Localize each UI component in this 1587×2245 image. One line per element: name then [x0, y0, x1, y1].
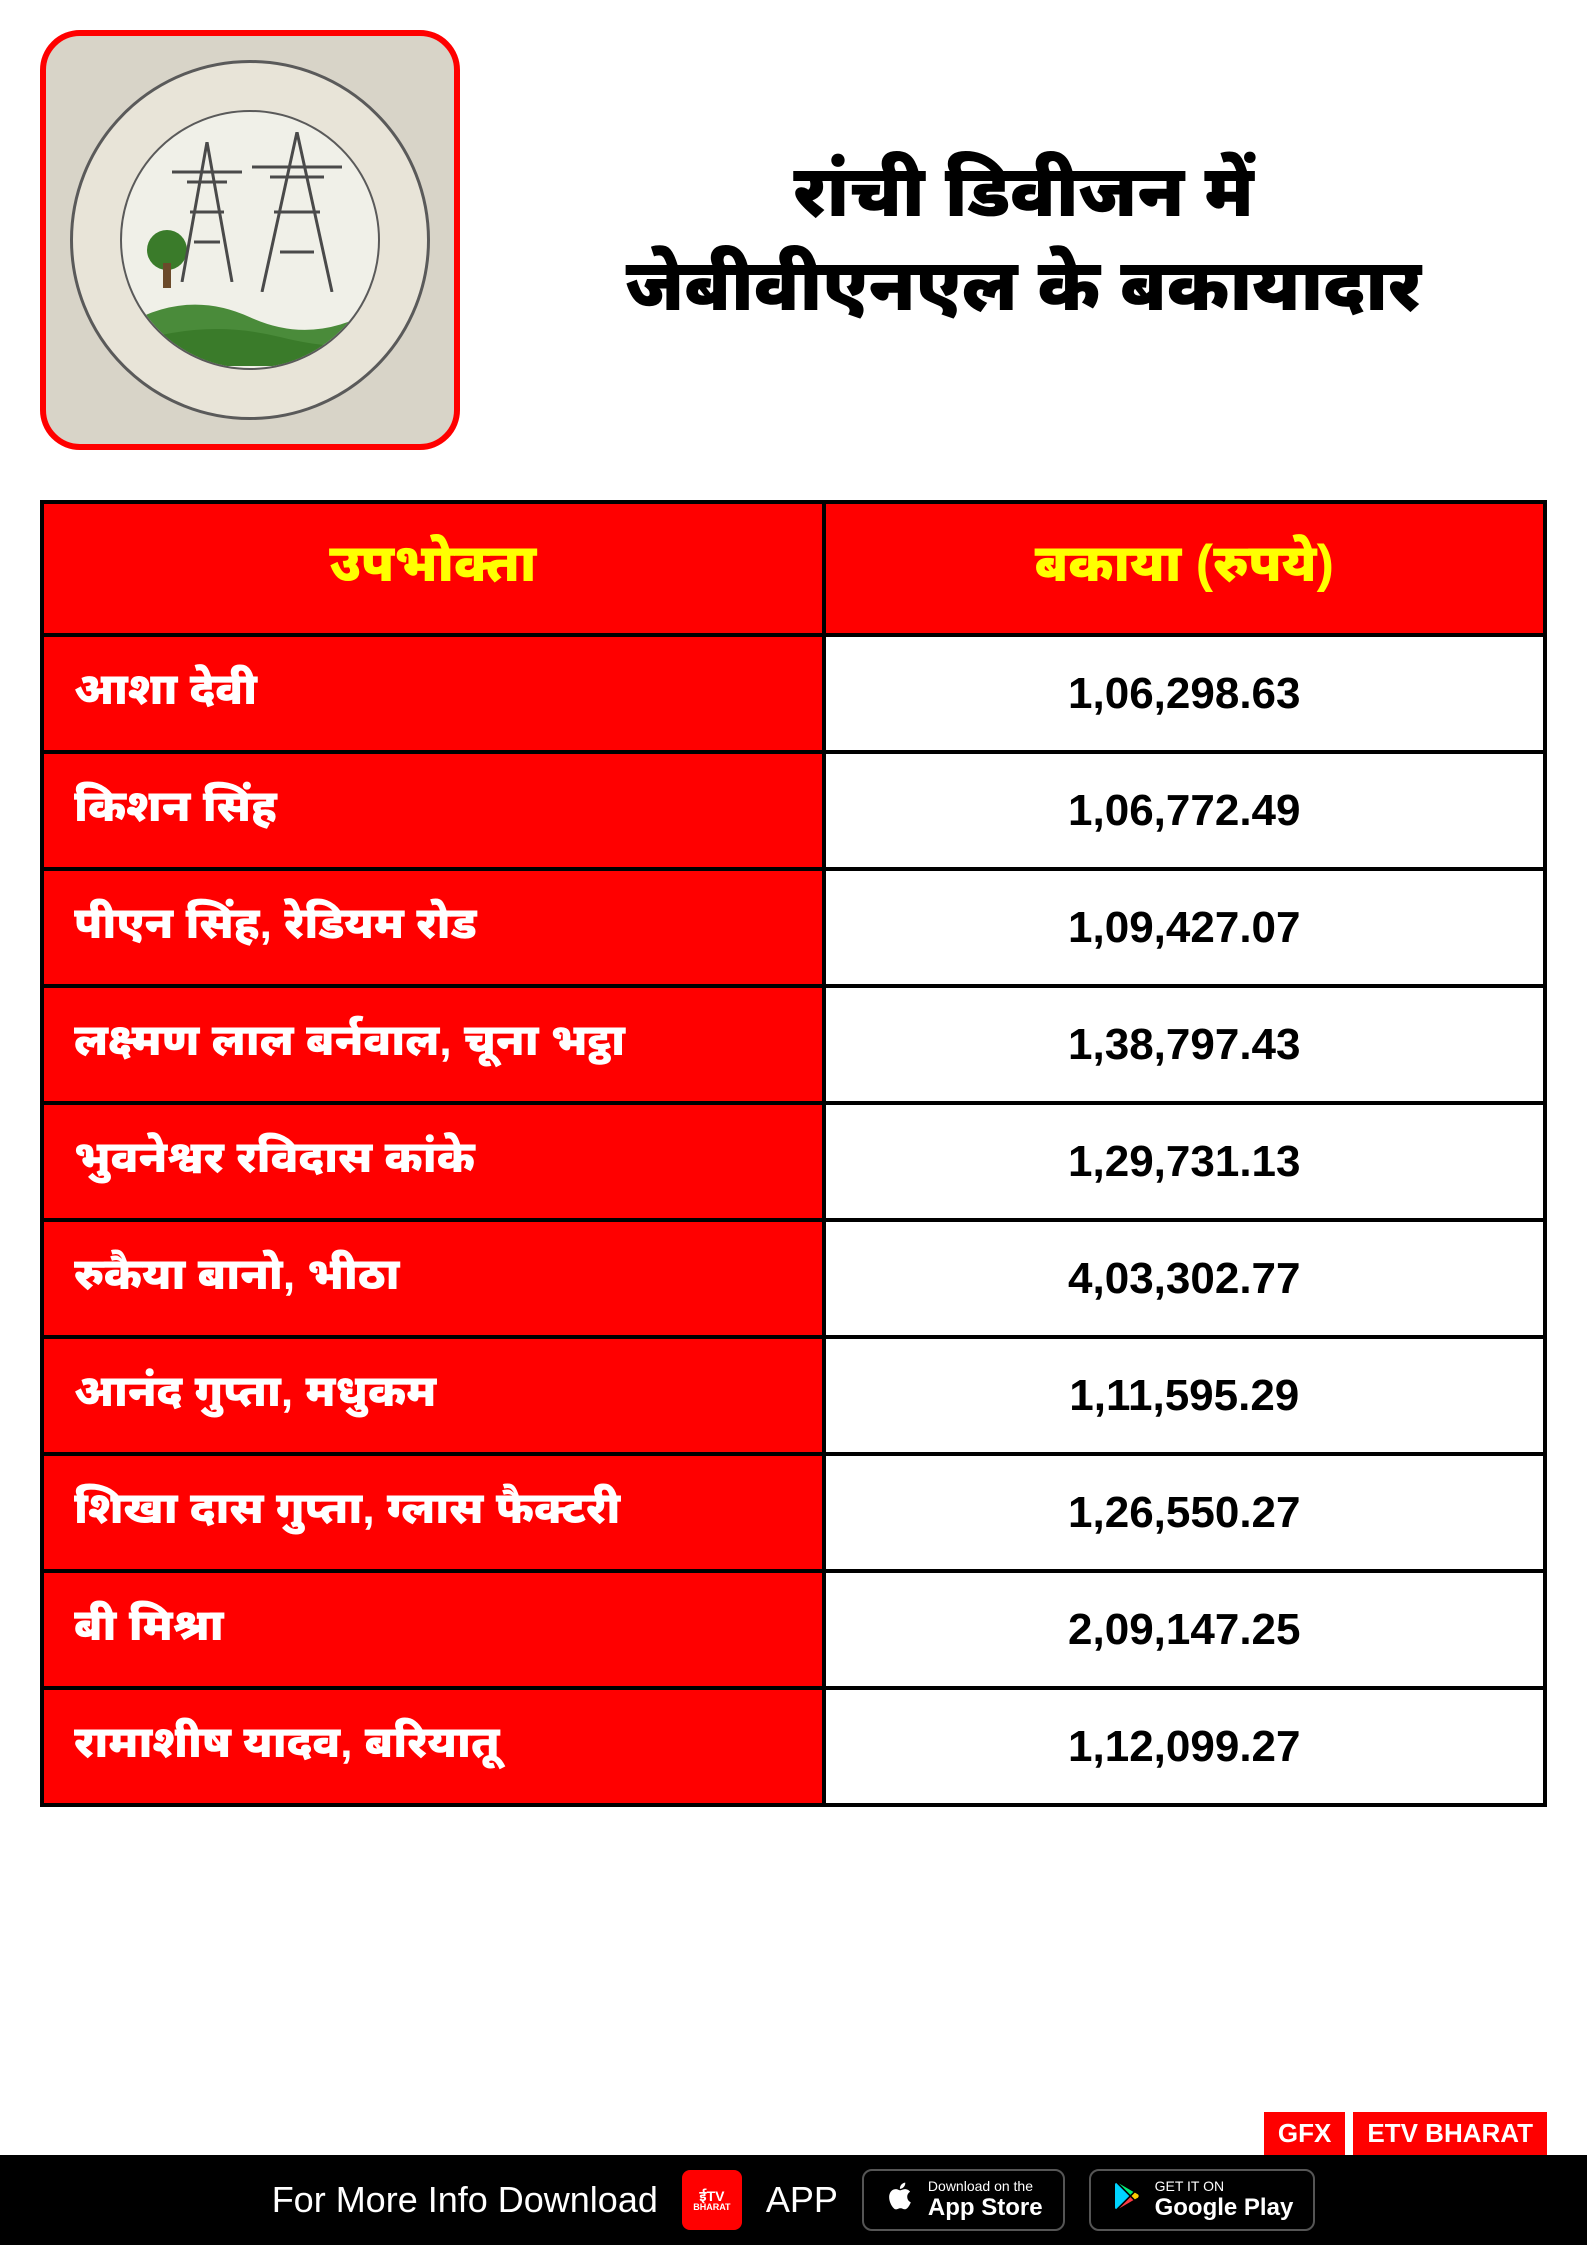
- googleplay-text: GET IT ON Google Play: [1155, 2179, 1294, 2221]
- table-row: शिखा दास गुप्ता, ग्लास फैक्टरी1,26,550.2…: [42, 1454, 1545, 1571]
- googleplay-large-text: Google Play: [1155, 2195, 1294, 2221]
- appstore-text: Download on the App Store: [928, 2179, 1043, 2221]
- consumer-name-cell: लक्ष्मण लाल बर्नवाल, चूना भट्ठा: [42, 986, 824, 1103]
- consumer-name-cell: आनंद गुप्ता, मधुकम: [42, 1337, 824, 1454]
- channel-label: ETV BHARAT: [1353, 2112, 1547, 2155]
- title-line-2: जेबीवीएनएल के बकायादार: [520, 240, 1527, 334]
- consumer-name-cell: बी मिश्रा: [42, 1571, 824, 1688]
- transmission-tower-icon: [252, 132, 342, 292]
- table-header-row: उपभोक्ता बकाया (रुपये): [42, 502, 1545, 635]
- header: रांची डिवीजन में जेबीवीएनएल के बकायादार: [0, 0, 1587, 480]
- footer-bar: For More Info Download ईTV BHARAT APP Do…: [0, 2155, 1587, 2245]
- logo-ring: [70, 60, 430, 420]
- column-header-consumer: उपभोक्ता: [42, 502, 824, 635]
- consumer-name-cell: पीएन सिंह, रेडियम रोड: [42, 869, 824, 986]
- amount-cell: 1,06,772.49: [824, 752, 1545, 869]
- consumer-name-cell: भुवनेश्वर रविदास कांके: [42, 1103, 824, 1220]
- gfx-credit: GFX ETV BHARAT: [1264, 2112, 1547, 2155]
- table-row: लक्ष्मण लाल बर्नवाल, चूना भट्ठा1,38,797.…: [42, 986, 1545, 1103]
- transmission-tower-icon: [172, 142, 242, 282]
- amount-cell: 1,06,298.63: [824, 635, 1545, 752]
- table-row: आनंद गुप्ता, मधुकम1,11,595.29: [42, 1337, 1545, 1454]
- appstore-large-text: App Store: [928, 2195, 1043, 2221]
- amount-cell: 4,03,302.77: [824, 1220, 1545, 1337]
- title-line-1: रांची डिवीजन में: [520, 146, 1527, 240]
- consumer-name-cell: किशन सिंह: [42, 752, 824, 869]
- appstore-small-text: Download on the: [928, 2179, 1043, 2194]
- table-row: बी मिश्रा2,09,147.25: [42, 1571, 1545, 1688]
- amount-cell: 1,26,550.27: [824, 1454, 1545, 1571]
- page-title: रांची डिवीजन में जेबीवीएनएल के बकायादार: [500, 146, 1547, 333]
- amount-cell: 2,09,147.25: [824, 1571, 1545, 1688]
- footer-text: For More Info Download: [272, 2179, 658, 2221]
- table-row: रामाशीष यादव, बरियातू1,12,099.27: [42, 1688, 1545, 1805]
- consumer-name-cell: रामाशीष यादव, बरियातू: [42, 1688, 824, 1805]
- column-header-amount: बकाया (रुपये): [824, 502, 1545, 635]
- gfx-label: GFX: [1264, 2112, 1345, 2155]
- table-row: आशा देवी1,06,298.63: [42, 635, 1545, 752]
- table-row: रुकैया बानो, भीठा4,03,302.77: [42, 1220, 1545, 1337]
- consumer-name-cell: आशा देवी: [42, 635, 824, 752]
- amount-cell: 1,11,595.29: [824, 1337, 1545, 1454]
- amount-cell: 1,12,099.27: [824, 1688, 1545, 1805]
- app-logo-icon: ईTV BHARAT: [682, 2170, 742, 2230]
- googleplay-badge[interactable]: GET IT ON Google Play: [1089, 2169, 1316, 2231]
- logo-container: [40, 30, 460, 450]
- table-row: किशन सिंह1,06,772.49: [42, 752, 1545, 869]
- apple-icon: [884, 2180, 916, 2220]
- amount-cell: 1,29,731.13: [824, 1103, 1545, 1220]
- table-row: भुवनेश्वर रविदास कांके1,29,731.13: [42, 1103, 1545, 1220]
- app-brand-bottom: BHARAT: [693, 2203, 730, 2212]
- appstore-badge[interactable]: Download on the App Store: [862, 2169, 1065, 2231]
- consumer-name-cell: शिखा दास गुप्ता, ग्लास फैक्टरी: [42, 1454, 824, 1571]
- table-row: पीएन सिंह, रेडियम रोड1,09,427.07: [42, 869, 1545, 986]
- googleplay-icon: [1111, 2180, 1143, 2220]
- defaulters-table: उपभोक्ता बकाया (रुपये) आशा देवी1,06,298.…: [40, 500, 1547, 1807]
- consumer-name-cell: रुकैया बानो, भीठा: [42, 1220, 824, 1337]
- app-brand-top: ईTV: [699, 2189, 724, 2203]
- amount-cell: 1,38,797.43: [824, 986, 1545, 1103]
- amount-cell: 1,09,427.07: [824, 869, 1545, 986]
- app-label: APP: [766, 2179, 838, 2221]
- logo-emblem: [120, 110, 380, 370]
- googleplay-small-text: GET IT ON: [1155, 2179, 1294, 2194]
